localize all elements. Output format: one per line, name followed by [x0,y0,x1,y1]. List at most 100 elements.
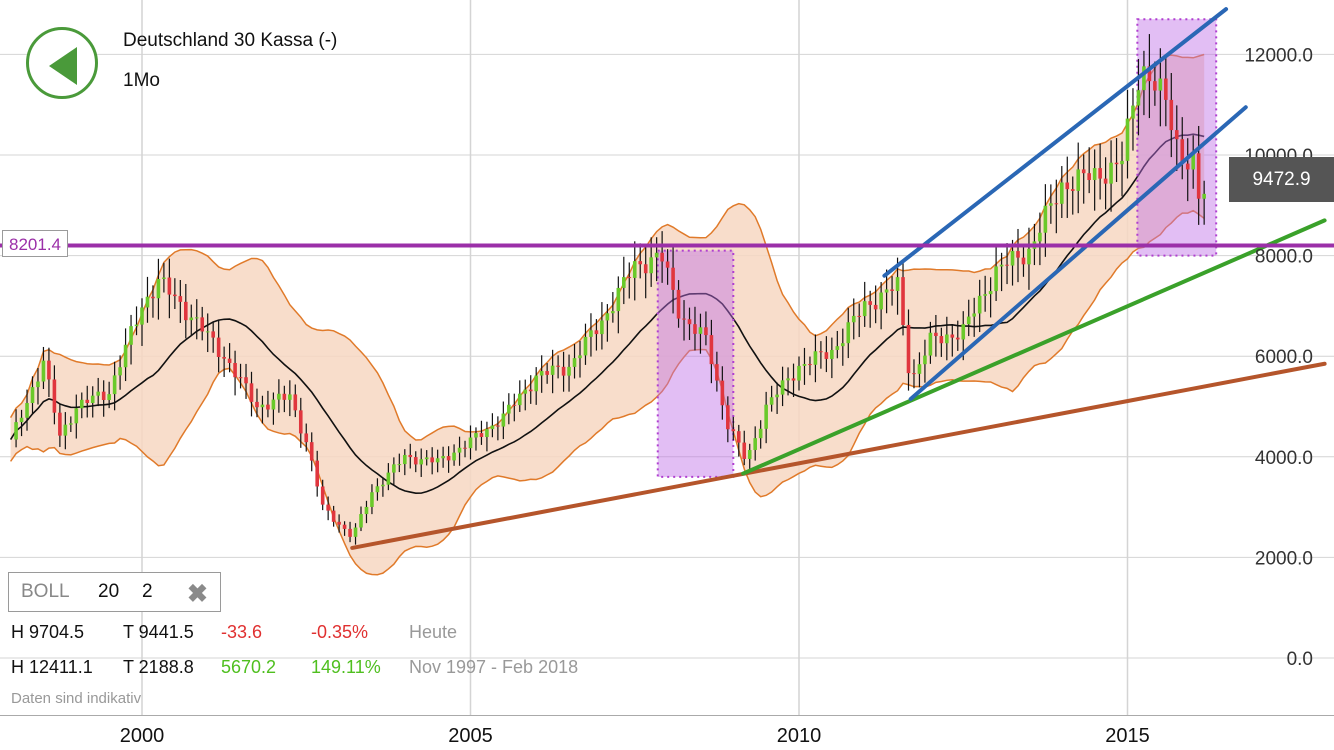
candle-body [1010,251,1015,266]
candle-body [977,295,982,314]
candle-body [194,317,199,319]
candle-body [966,316,971,325]
back-arrow-icon [49,47,77,85]
remove-indicator-icon[interactable]: ✖ [187,580,208,608]
candle-body [665,261,670,268]
horizontal-line-label[interactable]: 8201.4 [2,230,68,257]
candle-body [424,457,429,460]
candle-body [1191,153,1195,170]
candle-body [1070,189,1075,191]
candle-body [698,327,703,334]
y-tick-label: 4000.0 [1255,448,1313,469]
candle-body [994,266,998,292]
candle-body [1142,66,1146,91]
today-low: T 9441.5 [123,622,194,642]
indicator-period[interactable]: 20 [98,581,120,602]
candle-body [446,456,451,461]
instrument-title: Deutschland 30 Kassa (-) [123,30,338,51]
candle-body [1049,203,1053,206]
candle-body [501,413,506,427]
candle-body [320,486,325,505]
candle-body [512,404,517,406]
candle-body [808,364,812,366]
candle-body [107,394,111,401]
candle-body [101,391,106,401]
period-label[interactable]: 1Mo [123,70,160,91]
candle-body [337,521,341,525]
highlight-box [656,249,735,478]
trend-line [908,105,1248,401]
candle-body [868,301,872,305]
trend-line [741,218,1327,476]
candle-body [879,292,883,310]
candle-body [589,330,593,337]
candle-body [216,337,221,357]
candle-body [523,389,528,394]
candle-body [791,378,796,381]
today-change-pct: -0.35% [311,622,369,642]
candle-body [786,378,790,381]
y-tick-label: 8000.0 [1255,247,1313,268]
candle-body [895,277,900,291]
candle-body [211,331,215,338]
candle-body [1131,105,1135,119]
candle-body [145,296,150,308]
indicator-stddev[interactable]: 2 [142,581,153,602]
candle-body [775,394,779,398]
candle-body [271,399,276,410]
bollinger-lower [9,209,1205,576]
candle-body [129,326,133,345]
candle-body [1076,169,1081,191]
candle-body [441,456,445,459]
candle-body [167,277,172,295]
back-button[interactable] [26,27,98,99]
candle-body [19,417,24,423]
candle-body [200,317,205,332]
candle-body [1098,168,1102,179]
candle-body [890,289,894,291]
candle-body [961,324,966,340]
candle-body [1005,264,1009,266]
candle-body [988,291,993,295]
range-low: T 2188.8 [123,657,194,677]
candle-body [901,277,905,325]
candle-body [797,365,801,381]
candle-body [112,375,117,395]
candle-body [1038,232,1042,242]
candle-body [30,387,35,404]
trend-line [882,7,1229,278]
candle-body [578,355,582,359]
candle-body [983,294,987,296]
candle-body [769,397,774,405]
indicator-chip[interactable]: BOLL 20 2 ✖ [8,572,221,612]
candle-body [1043,205,1048,233]
y-tick-label: 0.0 [1287,649,1313,670]
candle-body [884,289,889,293]
candle-body [1164,78,1168,100]
candle-body [189,317,194,321]
candle-body [1196,153,1201,199]
candle-body [255,401,259,408]
candle-body [397,464,402,466]
candle-body [353,527,358,537]
candle-body [649,257,653,274]
candle-body [58,412,62,436]
candle-body [682,318,686,320]
candle-body [430,457,434,463]
candle-body [600,320,604,335]
candle-body [277,393,281,400]
candle-body [764,404,768,429]
indicator-name: BOLL [21,581,70,602]
candle-body [485,429,489,437]
candle-body [227,358,232,363]
candle-body [386,472,391,485]
x-tick-label: 2015 [1105,725,1150,747]
candle-body [90,395,95,403]
candle-body [671,267,675,290]
candle-body [627,277,632,279]
candle-body [720,380,725,406]
candle-body [326,504,330,511]
candle-body [950,334,955,338]
candle-body [545,371,549,375]
